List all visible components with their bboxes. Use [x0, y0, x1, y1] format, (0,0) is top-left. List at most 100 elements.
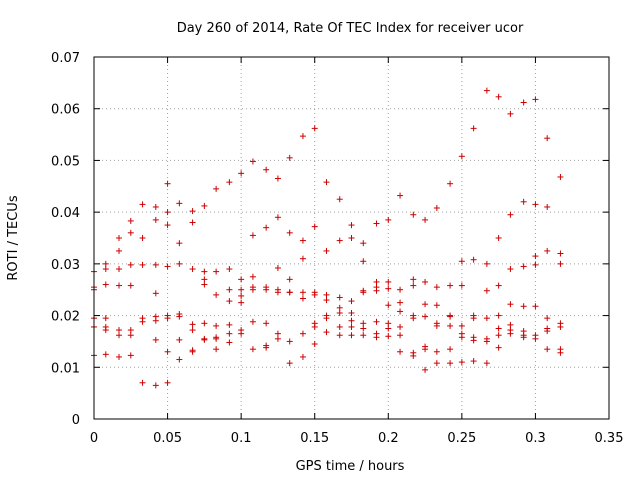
data-point	[360, 240, 367, 247]
data-point	[152, 216, 159, 223]
data-point	[507, 110, 514, 117]
data-point	[520, 303, 527, 310]
data-point	[299, 353, 306, 360]
x-tick-labels: 0 0.05 0.1 0.15 0.2 0.25 0.3 0.35	[90, 431, 624, 446]
data-point	[323, 179, 330, 186]
data-point	[152, 290, 159, 297]
data-point	[544, 247, 551, 254]
data-point	[433, 284, 440, 291]
data-point	[360, 325, 367, 332]
data-point	[201, 336, 208, 343]
y-tick-labels: 0 0.01 0.02 0.03 0.04 0.05 0.06 0.07	[51, 51, 80, 428]
data-point	[447, 282, 454, 289]
data-point	[201, 281, 208, 288]
data-point	[164, 348, 171, 355]
data-point	[507, 301, 514, 308]
data-point	[336, 196, 343, 203]
data-point	[557, 349, 564, 356]
data-point	[544, 203, 551, 210]
y-tick-label: 0.03	[51, 258, 80, 273]
data-point	[470, 337, 477, 344]
data-point	[226, 321, 233, 328]
data-point	[385, 333, 392, 340]
data-point	[323, 329, 330, 336]
data-point	[152, 203, 159, 210]
data-point	[286, 289, 293, 296]
x-tick-label: 0.05	[153, 431, 182, 446]
data-point	[336, 304, 343, 311]
data-point	[507, 330, 514, 337]
data-point	[127, 229, 134, 236]
data-point	[176, 313, 183, 320]
data-point	[274, 264, 281, 271]
data-point	[311, 125, 318, 132]
data-point	[422, 366, 429, 373]
data-point	[263, 166, 270, 173]
x-tick-label: 0.3	[525, 431, 546, 446]
data-point	[164, 315, 171, 322]
data-point	[336, 294, 343, 301]
x-tick-label: 0.25	[447, 431, 476, 446]
data-point	[348, 317, 355, 324]
data-point	[311, 323, 318, 330]
data-point	[520, 99, 527, 106]
data-point	[532, 261, 539, 268]
data-point	[274, 335, 281, 342]
data-point	[336, 309, 343, 316]
data-point	[422, 278, 429, 285]
data-point	[470, 125, 477, 132]
data-points	[91, 87, 564, 389]
data-point	[286, 229, 293, 236]
data-point	[483, 260, 490, 267]
data-point	[532, 253, 539, 260]
data-point	[127, 332, 134, 339]
x-tick-label: 0.2	[378, 431, 399, 446]
data-point	[176, 336, 183, 343]
data-point	[458, 334, 465, 341]
data-point	[226, 286, 233, 293]
data-point	[336, 237, 343, 244]
data-point	[483, 315, 490, 322]
data-point	[213, 322, 220, 329]
data-point	[544, 328, 551, 335]
data-point	[226, 330, 233, 337]
y-tick-label: 0.02	[51, 310, 80, 325]
data-point	[458, 258, 465, 265]
data-point	[311, 291, 318, 298]
data-point	[213, 268, 220, 275]
data-point	[520, 334, 527, 341]
data-point	[483, 287, 490, 294]
data-point	[397, 299, 404, 306]
data-point	[176, 356, 183, 363]
chart-title: Day 260 of 2014, Rate Of TEC Index for r…	[177, 21, 524, 36]
data-point	[373, 278, 380, 285]
data-point	[249, 318, 256, 325]
data-point	[299, 255, 306, 262]
data-point	[410, 282, 417, 289]
data-point	[348, 323, 355, 330]
data-point	[286, 338, 293, 345]
data-point	[116, 353, 123, 360]
data-point	[348, 235, 355, 241]
data-point	[238, 276, 245, 283]
x-tick-label: 0	[90, 431, 98, 446]
data-point	[447, 313, 454, 320]
data-point	[520, 263, 527, 270]
data-point	[213, 291, 220, 298]
data-point	[176, 240, 183, 247]
data-point	[422, 301, 429, 308]
x-tick-label: 0.35	[595, 431, 624, 446]
data-point	[360, 258, 367, 265]
data-point	[116, 235, 123, 241]
data-point	[470, 315, 477, 322]
data-point	[116, 282, 123, 289]
data-point	[532, 96, 539, 103]
data-point	[127, 261, 134, 268]
data-point	[116, 327, 123, 334]
data-point	[226, 179, 233, 186]
data-point	[164, 263, 171, 270]
data-point	[249, 286, 256, 293]
data-point	[189, 208, 196, 215]
data-point	[507, 321, 514, 328]
